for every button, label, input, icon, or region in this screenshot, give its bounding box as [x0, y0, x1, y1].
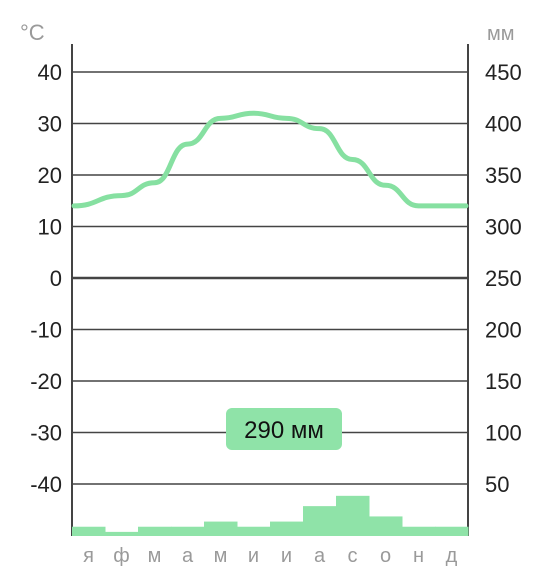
- month-label: и: [281, 545, 292, 567]
- right-tick-label: 200: [485, 318, 522, 343]
- month-label: я: [83, 545, 94, 567]
- left-tick-label: 40: [38, 60, 62, 85]
- badge-background: [226, 408, 342, 450]
- right-tick-label: 450: [485, 60, 522, 85]
- right-unit-label: мм: [487, 23, 515, 45]
- precipitation-bar: [336, 495, 370, 536]
- month-label: м: [214, 545, 228, 567]
- precipitation-bar: [270, 521, 304, 536]
- right-tick-label: 350: [485, 163, 522, 188]
- precipitation-bars: [72, 495, 469, 536]
- precipitation-bar: [204, 521, 238, 536]
- left-tick-label: 20: [38, 163, 62, 188]
- left-tick-label: 30: [38, 112, 62, 137]
- precipitation-bar: [402, 526, 436, 536]
- precipitation-total-badge: 290 мм: [226, 408, 342, 450]
- month-label: ф: [113, 545, 129, 567]
- left-tick-label: -10: [30, 318, 62, 343]
- month-label: о: [380, 545, 391, 567]
- right-axis-ticks: 450 400 350 300 250 200 150 100 50: [485, 60, 522, 497]
- left-tick-label: 0: [50, 266, 62, 291]
- left-unit-label: °C: [20, 20, 45, 45]
- month-label: и: [248, 545, 259, 567]
- precipitation-bar: [237, 526, 271, 536]
- precipitation-total: 290 мм: [244, 417, 324, 444]
- precipitation-bar: [435, 526, 469, 536]
- month-label: а: [182, 545, 194, 567]
- left-axis-ticks: 40 30 20 10 0 -10 -20 -30 -40: [30, 60, 62, 497]
- precipitation-bar: [303, 506, 337, 536]
- month-label: д: [446, 545, 458, 567]
- left-tick-label: 10: [38, 215, 62, 240]
- grid-lines: [71, 44, 469, 536]
- precipitation-bar: [105, 531, 139, 536]
- precipitation-bar: [138, 526, 172, 536]
- left-tick-label: -40: [30, 472, 62, 497]
- month-label: н: [413, 545, 424, 567]
- temperature-line: [71, 110, 469, 209]
- month-label: а: [314, 545, 326, 567]
- precipitation-bar: [369, 516, 403, 536]
- month-label: с: [348, 545, 358, 567]
- left-tick-label: -30: [30, 421, 62, 446]
- right-tick-label: 100: [485, 421, 522, 446]
- right-tick-label: 150: [485, 369, 522, 394]
- right-tick-label: 400: [485, 112, 522, 137]
- month-label: м: [148, 545, 162, 567]
- precipitation-bar: [171, 526, 205, 536]
- right-tick-label: 300: [485, 215, 522, 240]
- right-tick-label: 250: [485, 266, 522, 291]
- left-tick-label: -20: [30, 369, 62, 394]
- temperature-series: [71, 110, 469, 209]
- precipitation-bar: [72, 526, 106, 536]
- right-tick-label: 50: [485, 472, 509, 497]
